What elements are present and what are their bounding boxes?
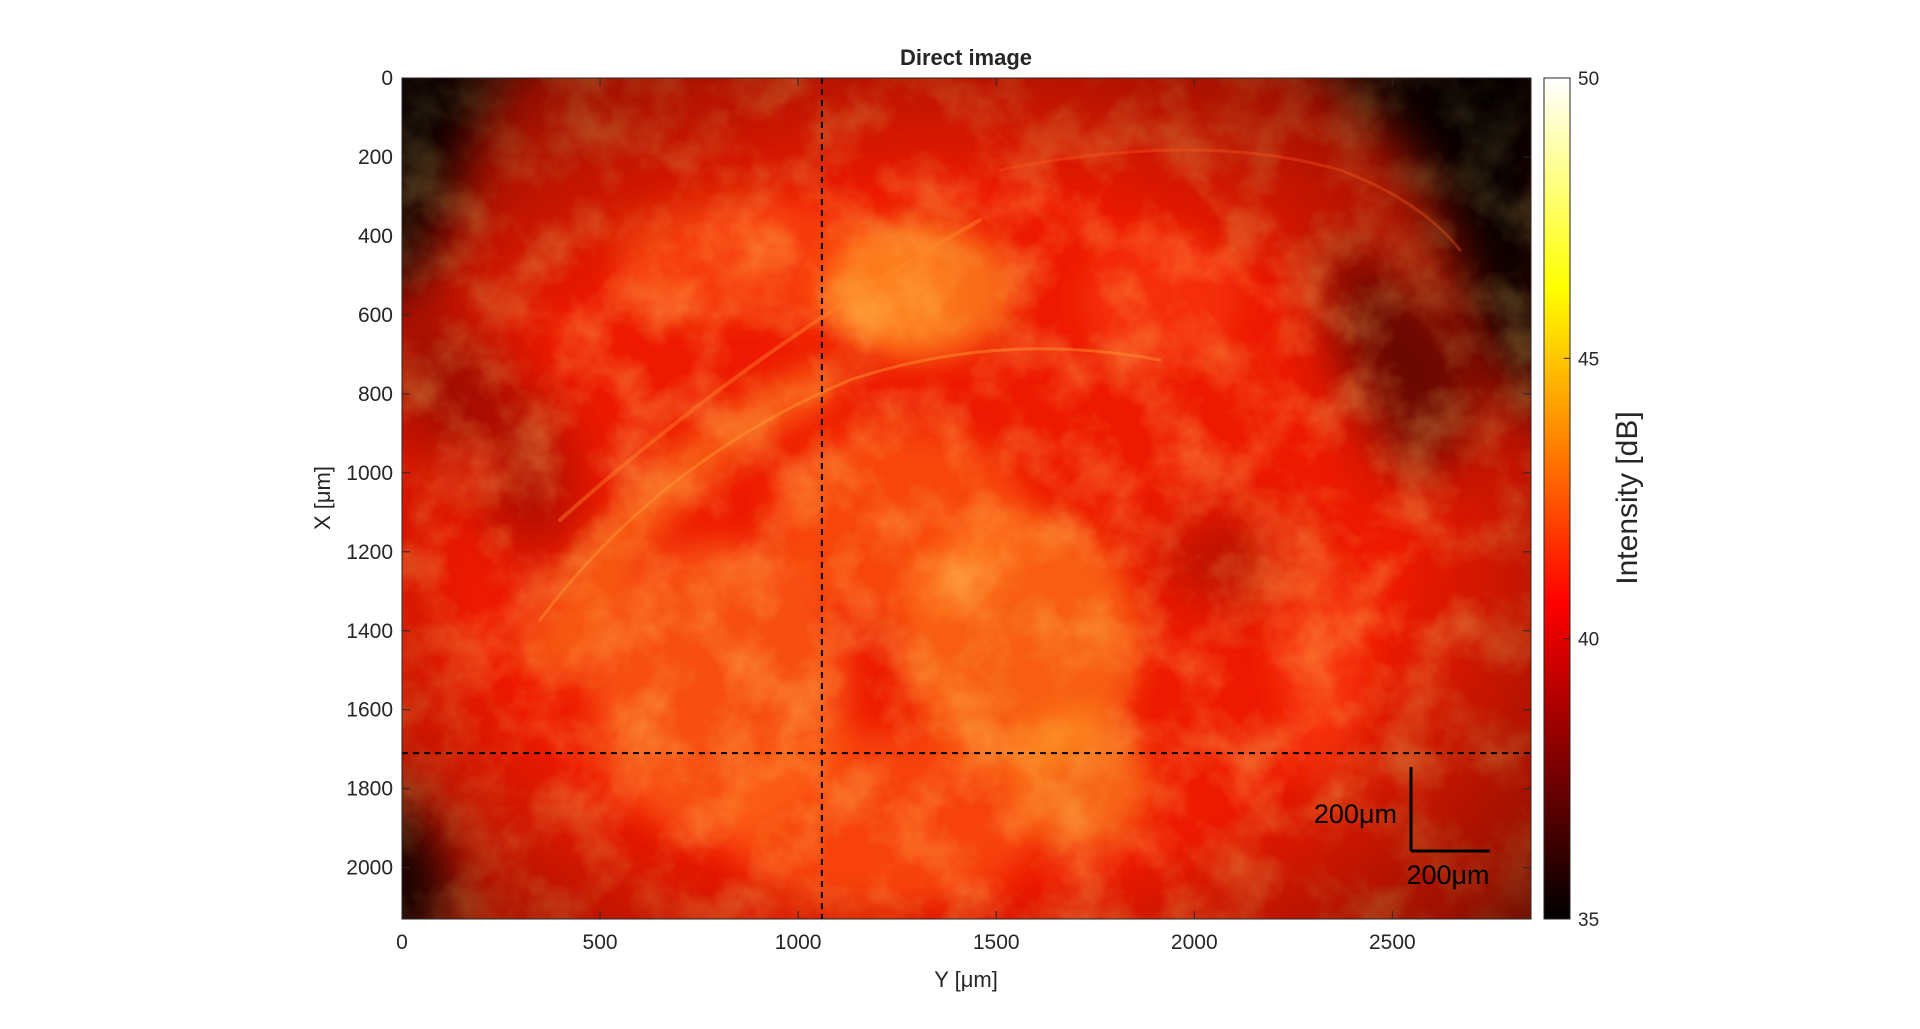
colorbar-label: Intensity [dB] — [1611, 411, 1644, 584]
scale-bar-horizontal-label: 200μm — [1406, 860, 1489, 890]
scale-bar-vertical-label: 200μm — [1314, 799, 1397, 829]
fold-line-upper — [558, 218, 982, 522]
colorbar: 35 40 45 50 Intensity [dB] — [1543, 69, 1644, 931]
scale-bar: 200μm 200μm — [1314, 767, 1490, 890]
y-tick-label: 1600 — [346, 699, 393, 722]
y-axis: 0 200 400 600 800 1000 1200 1400 1600 1800 2000 — [346, 67, 1531, 880]
plot-area: 200μm 200μm — [402, 78, 1531, 919]
y-tick-label: 1400 — [346, 620, 393, 643]
fold-line-arc — [538, 347, 1162, 622]
y-tick-label: 0 — [381, 67, 393, 90]
x-tick-label: 1500 — [973, 931, 1020, 954]
x-axis-label: Y [μm] — [934, 967, 998, 992]
colorbar-gradient — [1544, 78, 1570, 919]
chart-title: Direct image — [900, 45, 1032, 70]
y-tick-label: 200 — [358, 146, 393, 169]
y-tick-label: 800 — [358, 383, 393, 406]
fold-lines — [538, 148, 1462, 622]
y-tick-label: 1200 — [346, 541, 393, 564]
x-tick-label: 2500 — [1369, 931, 1416, 954]
image-vignette — [402, 78, 1531, 919]
y-tick-label: 2000 — [346, 857, 393, 880]
fold-line-outer — [998, 148, 1462, 252]
colorbar-tick-label: 50 — [1578, 69, 1599, 90]
colorbar-tick-label: 35 — [1578, 910, 1599, 931]
y-tick-label: 1000 — [346, 462, 393, 485]
x-axis: 0 500 1000 1500 2000 2500 — [396, 78, 1416, 954]
x-tick-label: 500 — [583, 931, 618, 954]
y-axis-label: X [μm] — [310, 466, 335, 530]
x-tick-label: 1000 — [775, 931, 822, 954]
colorbar-tick-label: 40 — [1578, 630, 1599, 651]
y-tick-label: 600 — [358, 304, 393, 327]
y-tick-label: 400 — [358, 225, 393, 248]
x-tick-label: 0 — [396, 931, 408, 954]
plot-frame — [401, 77, 1532, 920]
colorbar-ticks: 35 40 45 50 — [1564, 69, 1599, 931]
colorbar-frame — [1543, 77, 1571, 920]
y-tick-label: 1800 — [346, 778, 393, 801]
x-tick-label: 2000 — [1171, 931, 1218, 954]
colorbar-tick-label: 45 — [1578, 349, 1599, 370]
